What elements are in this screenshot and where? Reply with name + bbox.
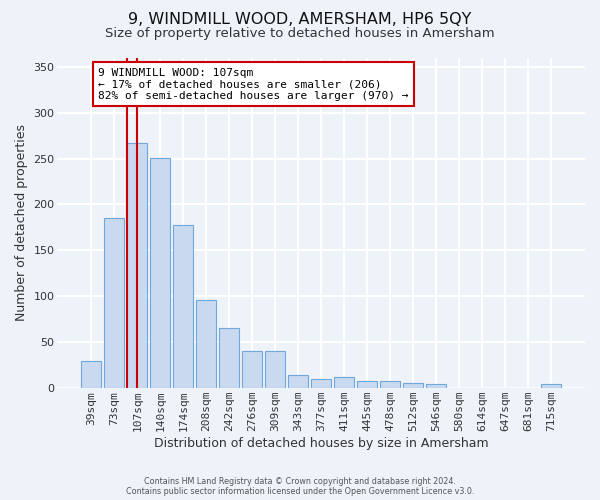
Bar — [265, 352, 285, 388]
Bar — [242, 352, 262, 388]
Text: 9, WINDMILL WOOD, AMERSHAM, HP6 5QY: 9, WINDMILL WOOD, AMERSHAM, HP6 5QY — [128, 12, 472, 28]
Bar — [82, 360, 101, 388]
Bar — [127, 143, 147, 388]
Bar — [541, 384, 561, 388]
Bar — [173, 224, 193, 388]
Bar — [104, 218, 124, 388]
Bar — [403, 382, 423, 388]
Bar — [289, 376, 308, 388]
Text: 9 WINDMILL WOOD: 107sqm
← 17% of detached houses are smaller (206)
82% of semi-d: 9 WINDMILL WOOD: 107sqm ← 17% of detache… — [98, 68, 409, 101]
Bar — [220, 328, 239, 388]
Text: Size of property relative to detached houses in Amersham: Size of property relative to detached ho… — [105, 28, 495, 40]
Bar — [196, 300, 216, 388]
X-axis label: Distribution of detached houses by size in Amersham: Distribution of detached houses by size … — [154, 437, 488, 450]
Bar — [151, 158, 170, 388]
Bar — [380, 381, 400, 388]
Bar — [427, 384, 446, 388]
Y-axis label: Number of detached properties: Number of detached properties — [15, 124, 28, 322]
Bar — [311, 379, 331, 388]
Bar — [334, 377, 354, 388]
Bar — [358, 381, 377, 388]
Text: Contains HM Land Registry data © Crown copyright and database right 2024.
Contai: Contains HM Land Registry data © Crown c… — [126, 476, 474, 496]
